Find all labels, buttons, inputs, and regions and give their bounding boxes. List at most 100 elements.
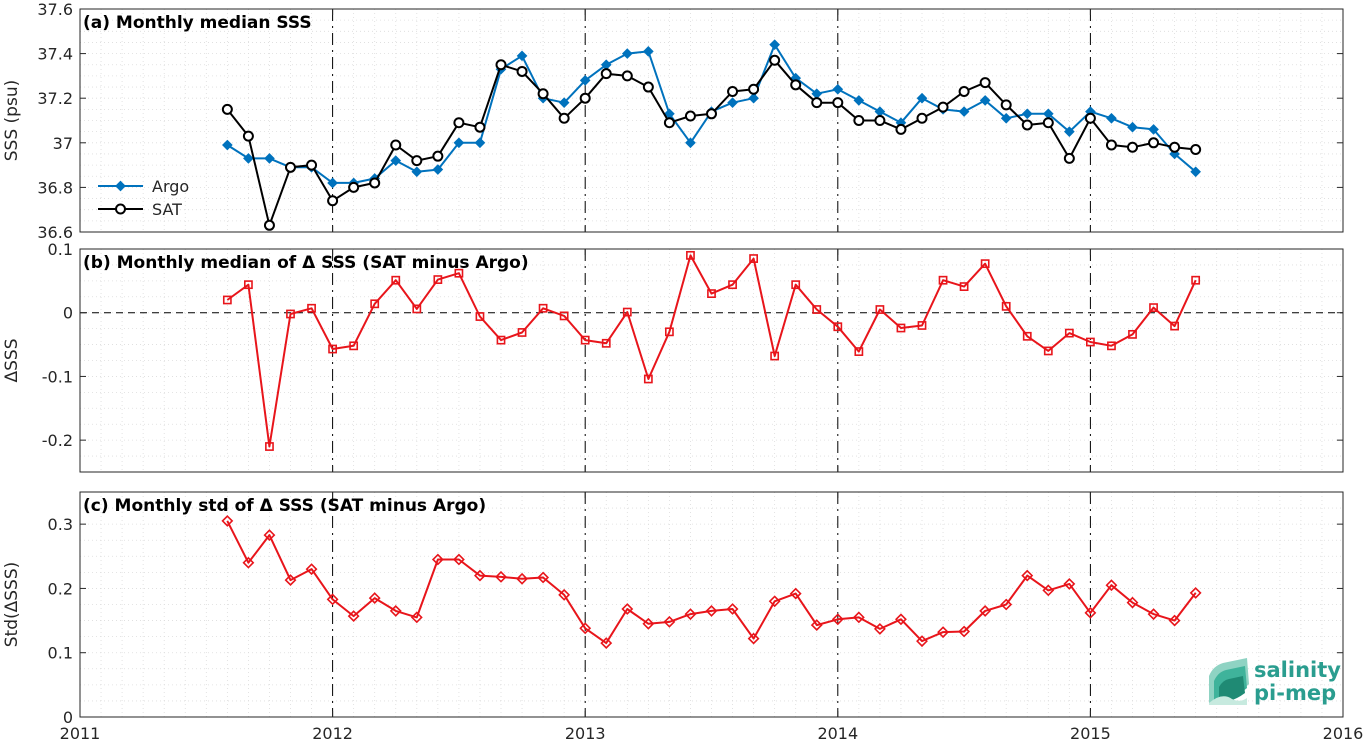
data-point	[244, 280, 253, 290]
data-point	[263, 529, 276, 542]
data-point	[958, 86, 970, 98]
data-point	[958, 625, 971, 638]
data-point	[1086, 337, 1095, 347]
data-point	[242, 556, 255, 569]
data-point	[348, 181, 360, 193]
data-point	[769, 39, 780, 51]
data-point	[1063, 152, 1075, 164]
data-point	[221, 103, 233, 115]
legend-marker	[115, 180, 126, 192]
axes-box	[79, 248, 1344, 473]
data-point	[621, 70, 633, 82]
data-point	[705, 604, 718, 617]
data-point	[727, 86, 739, 98]
data-point	[979, 77, 991, 89]
data-point	[391, 275, 401, 285]
data-point	[853, 115, 865, 126]
panel-title: (a) Monthly median SSS	[83, 13, 312, 33]
data-point	[307, 303, 316, 313]
panel-b-median-delta-sss: -0.2 -0.1 0 0.1 ΔSSS (b) Monthly median of Δ …	[2, 240, 1344, 473]
data-point	[537, 571, 550, 584]
data-point	[895, 613, 907, 626]
data-point	[221, 514, 234, 527]
y-axis-label: ΔSSS	[2, 338, 22, 382]
data-point	[390, 139, 402, 151]
series-sat	[221, 54, 1202, 231]
data-point	[789, 587, 802, 600]
data-point	[433, 275, 443, 284]
data-point	[684, 110, 696, 122]
data-point	[727, 97, 738, 108]
data-point	[1064, 328, 1074, 338]
data-point	[558, 588, 571, 601]
data-point	[748, 83, 760, 95]
y-tick-label: 0.3	[48, 515, 73, 534]
data-point	[1084, 606, 1097, 619]
data-point	[833, 322, 843, 332]
data-point	[937, 101, 949, 113]
data-point	[326, 593, 339, 606]
data-point	[853, 95, 865, 106]
data-point	[559, 311, 569, 321]
data-point	[495, 59, 507, 71]
data-point	[1190, 166, 1201, 178]
y-tick-label: 37	[53, 134, 73, 153]
data-point	[728, 280, 737, 290]
data-point	[306, 159, 318, 171]
plot-area	[80, 9, 1343, 232]
data-point	[642, 617, 655, 630]
data-point	[684, 608, 697, 621]
data-point	[1170, 321, 1179, 331]
y-tick-label: 36.8	[37, 178, 73, 197]
data-point	[1147, 608, 1160, 621]
data-point	[790, 79, 802, 91]
data-point	[431, 553, 444, 566]
data-point	[958, 106, 970, 117]
data-point	[474, 137, 486, 149]
series-line-0	[221, 514, 1202, 650]
x-tick-label: 2016	[1323, 724, 1364, 743]
data-point	[937, 626, 949, 639]
panel-c-std-delta-sss: 0 0.1 0.2 0.3 2011 2012 2013 2014 2015 2016 Std(ΔS…	[2, 491, 1364, 743]
y-tick-label: 36.6	[37, 223, 73, 242]
data-point	[1000, 99, 1012, 111]
data-point	[1168, 614, 1181, 627]
data-point	[979, 604, 992, 617]
legend-label: Argo	[152, 177, 189, 196]
plot-area	[80, 249, 1343, 472]
data-point	[537, 88, 549, 100]
data-point	[1042, 117, 1054, 129]
data-point	[390, 155, 402, 166]
data-point	[916, 92, 928, 104]
data-point	[454, 268, 464, 278]
data-point	[1190, 143, 1202, 155]
data-point	[664, 327, 674, 337]
data-point	[222, 139, 233, 151]
logo-line1: salinity	[1254, 658, 1341, 682]
y-tick-label: -0.2	[42, 431, 73, 450]
data-point	[875, 305, 885, 314]
data-point	[579, 622, 592, 635]
data-point	[474, 569, 486, 582]
y-tick-label: -0.1	[42, 367, 73, 386]
data-point	[831, 613, 844, 626]
y-tick-label: 37.2	[37, 89, 73, 108]
y-tick-label: 0.1	[48, 644, 73, 663]
data-point	[516, 572, 528, 585]
data-point	[263, 219, 275, 231]
logo-emblem-icon	[1209, 658, 1249, 705]
data-point	[1000, 112, 1012, 124]
x-tick-label: 2011	[60, 724, 101, 743]
data-point	[1148, 124, 1159, 135]
data-point	[327, 195, 339, 207]
data-point	[516, 65, 528, 77]
data-point	[475, 312, 485, 321]
data-point	[328, 344, 337, 354]
data-point	[1022, 331, 1032, 341]
data-point	[832, 97, 844, 109]
data-point	[579, 92, 591, 104]
panel-a-monthly-median-sss: 36.6 36.8 37 37.2 37.4 37.6 SSS (psu) (a) Month…	[2, 0, 1344, 242]
data-point	[432, 164, 444, 175]
y-tick-label: 0.1	[48, 240, 73, 259]
data-point	[389, 604, 402, 617]
